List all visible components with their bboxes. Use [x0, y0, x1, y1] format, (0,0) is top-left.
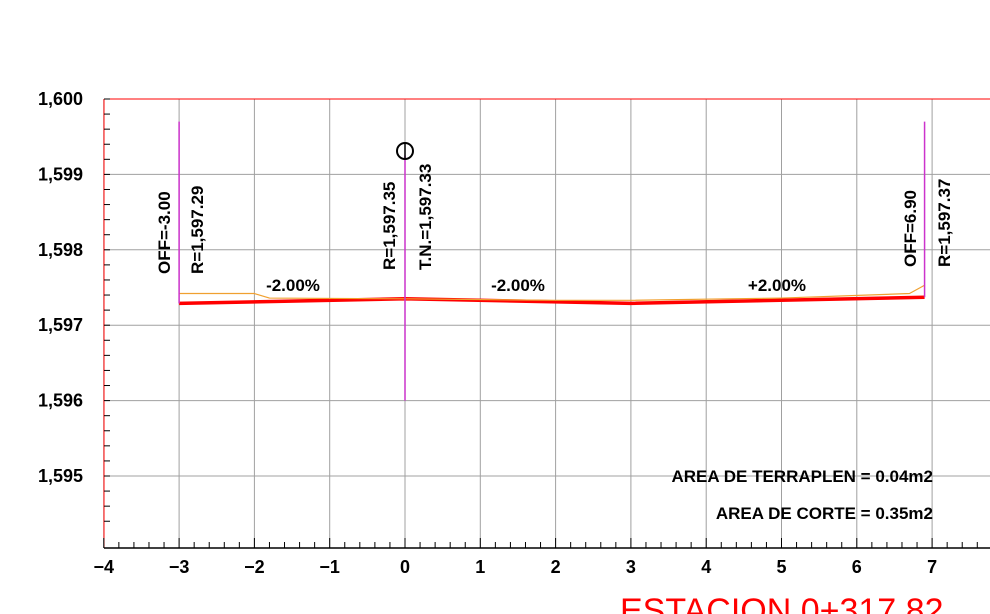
- offset-markers: [178, 121, 926, 401]
- terrain-center-label: T.N.=1,597.33: [416, 164, 435, 270]
- y-tick-label-3: 1,597: [38, 315, 83, 335]
- profile-lines: [179, 284, 925, 306]
- axes: −4 −3 −2 −1 0 1 2 3 4 5 6 7 1,600 1,599 1,598 1,597 1,59…: [38, 89, 990, 577]
- offset-right-label: OFF=6.90: [901, 190, 920, 267]
- y-tick-label-4: 1,596: [38, 391, 83, 411]
- x-tick-label-1: −3: [169, 557, 190, 577]
- x-tick-label-0: −4: [94, 557, 115, 577]
- slope-label-left: -2.00%: [266, 276, 320, 295]
- x-tick-label-7: 3: [626, 557, 636, 577]
- grid: [103, 98, 990, 548]
- x-tick-label-9: 5: [776, 557, 786, 577]
- x-tick-label-6: 2: [551, 557, 561, 577]
- terrain-line: [179, 284, 925, 301]
- cut-area-label: AREA DE CORTE = 0.35m2: [716, 504, 933, 523]
- x-tick-label-10: 6: [852, 557, 862, 577]
- elevation-center-label: R=1,597.35: [380, 182, 399, 270]
- station-title: ESTACION 0+317.82: [620, 592, 943, 614]
- elevation-right-label: R=1,597.37: [935, 179, 954, 267]
- x-tick-label-11: 7: [927, 557, 937, 577]
- x-tick-label-8: 4: [701, 557, 711, 577]
- fill-area-label: AREA DE TERRAPLEN = 0.04m2: [671, 467, 933, 486]
- circle-tick-icon: [396, 142, 414, 160]
- slope-label-right: +2.00%: [748, 276, 806, 295]
- x-tick-label-5: 1: [475, 557, 485, 577]
- offset-left-label: OFF=-3.00: [155, 191, 174, 274]
- y-tick-label-1: 1,599: [38, 164, 83, 184]
- elevation-left-label: R=1,597.29: [188, 186, 207, 274]
- road-surface-line: [179, 295, 925, 306]
- slope-label-middle: -2.00%: [491, 276, 545, 295]
- y-tick-label-0: 1,600: [38, 89, 83, 109]
- x-tick-label-3: −1: [319, 557, 340, 577]
- x-tick-label-4: 0: [400, 557, 410, 577]
- y-tick-label-5: 1,595: [38, 466, 83, 486]
- x-tick-label-2: −2: [244, 557, 265, 577]
- y-tick-label-2: 1,598: [38, 240, 83, 260]
